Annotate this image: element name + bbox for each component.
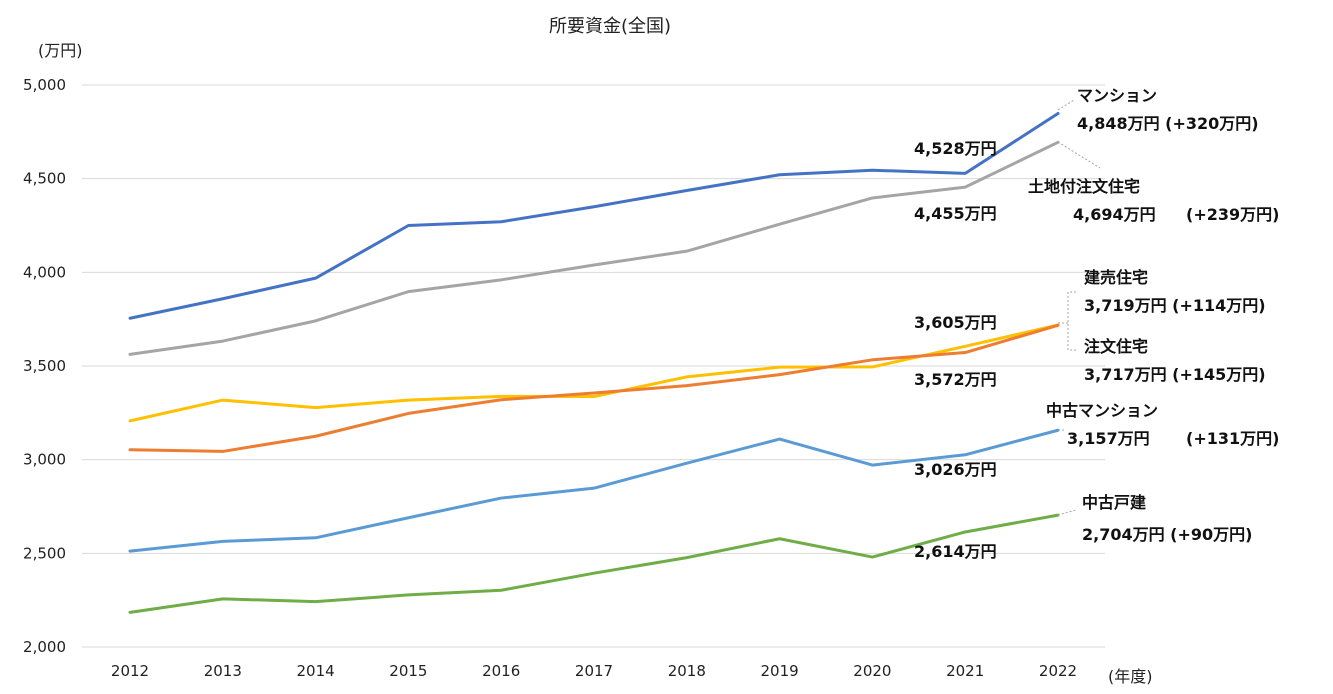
land-2022-value-label: 4,694万円 [1073, 205, 1156, 224]
used-house-2022-label: 2,704万円 (+90万円) [1082, 525, 1252, 544]
series-line-5 [128, 513, 1060, 614]
tateuri-2021-label: 3,605万円 [914, 313, 997, 332]
used-mansion-series-label: 中古マンション [1046, 401, 1158, 420]
y-tick-label: 4,000 [23, 263, 66, 281]
annotation-leaders [1057, 99, 1101, 516]
mansion-series-label: マンション [1077, 86, 1157, 105]
used-mansion-2022-diff-label: (+131万円) [1186, 429, 1279, 448]
x-tick-label: 2021 [946, 662, 984, 680]
chumon-series-label: 注文住宅 [1084, 337, 1148, 356]
y-tick-label: 3,000 [23, 451, 66, 469]
x-tick-label: 2013 [204, 662, 242, 680]
gridlines [82, 84, 1105, 648]
y-axis-ticks: 2,000 2,500 3,000 3,500 4,000 4,500 5,000 [23, 76, 66, 656]
chart-title: 所要資金(全国) [549, 16, 671, 37]
mansion-2021-label: 4,528万円 [914, 139, 997, 158]
x-axis-unit-label: (年度) [1108, 667, 1153, 686]
series-line-1 [128, 140, 1060, 356]
land-leader [1057, 141, 1101, 169]
tateuri-chumon-bracket [1058, 291, 1076, 351]
x-tick-label: 2012 [111, 662, 149, 680]
data-annotations: 4,528万円 マンション 4,848万円 (+320万円) 4,455万円 土… [914, 86, 1279, 561]
x-tick-label: 2017 [575, 662, 613, 680]
used-house-series-label: 中古戸建 [1082, 493, 1146, 512]
x-tick-label: 2016 [482, 662, 520, 680]
x-tick-label: 2022 [1039, 662, 1077, 680]
x-tick-label: 2015 [389, 662, 427, 680]
land-series-label: 土地付注文住宅 [1028, 177, 1140, 196]
x-tick-label: 2014 [297, 662, 335, 680]
series-line-3 [128, 323, 1060, 453]
series-line-0 [128, 111, 1060, 320]
y-tick-label: 2,500 [23, 544, 66, 562]
mansion-2022-label: 4,848万円 (+320万円) [1077, 114, 1259, 133]
x-tick-label: 2018 [668, 662, 706, 680]
land-2021-label: 4,455万円 [914, 204, 997, 223]
land-2022-diff-label: (+239万円) [1186, 205, 1279, 224]
y-tick-label: 4,500 [23, 170, 66, 188]
y-tick-label: 5,000 [23, 76, 66, 94]
series-lines [128, 111, 1060, 614]
tateuri-2022-label: 3,719万円 (+114万円) [1084, 296, 1266, 315]
y-axis-unit-label: (万円) [38, 41, 83, 60]
mansion-leader [1057, 99, 1075, 111]
used-house-2021-label: 2,614万円 [914, 542, 997, 561]
y-tick-label: 2,000 [23, 638, 66, 656]
x-tick-label: 2019 [761, 662, 799, 680]
chumon-2021-label: 3,572万円 [914, 370, 997, 389]
tateuri-series-label: 建売住宅 [1084, 268, 1148, 287]
used-mansion-2021-label: 3,026万円 [914, 460, 997, 479]
y-tick-label: 3,500 [23, 357, 66, 375]
used-house-leader [1057, 509, 1077, 516]
chumon-2022-label: 3,717万円 (+145万円) [1084, 365, 1266, 384]
x-axis-ticks: 2012 2013 2014 2015 2016 2017 2018 2019 2020 2021… [111, 662, 1077, 680]
x-tick-label: 2020 [853, 662, 891, 680]
used-mansion-2022-value-label: 3,157万円 [1067, 429, 1150, 448]
series-line-2 [128, 323, 1060, 423]
series-line-4 [128, 428, 1060, 553]
